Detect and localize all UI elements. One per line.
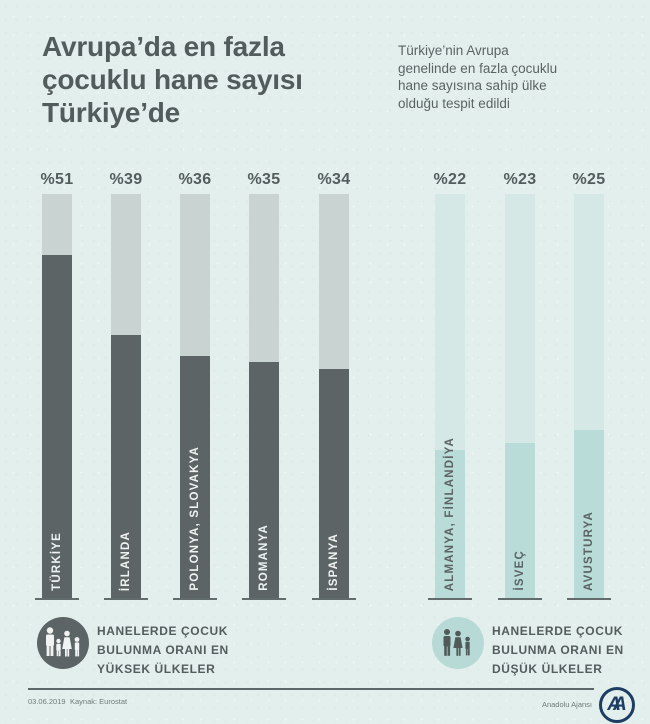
bar-baseline-line <box>428 598 472 600</box>
bar-baseline-line <box>242 598 286 600</box>
bar-highest-5: %34 İSPANYA <box>311 168 357 600</box>
publish-date: 03.06.2019 <box>28 697 66 706</box>
family-of-three-icon <box>443 629 470 656</box>
family-icon-highest <box>37 617 89 669</box>
bar-lowest-2: %23 İSVEÇ <box>497 168 543 600</box>
bar-country-label: POLONYA, SLOVAKYA <box>189 446 201 591</box>
page-subtitle: Türkiye’nin Avrupa genelinde en fazla ço… <box>398 43 558 111</box>
bar-country-label: ALMANYA, FİNLANDİYA <box>444 436 456 591</box>
bar-value-label: %36 <box>178 171 212 188</box>
bar-value-label: %23 <box>503 171 537 188</box>
bar-fill <box>111 335 141 598</box>
agency-name: Anadolu Ajansı <box>541 700 592 709</box>
data-source: Kaynak: Eurostat <box>70 697 128 706</box>
bar-value-label: %25 <box>572 171 606 188</box>
bar-highest-2: %39 İRLANDA <box>103 168 149 600</box>
bar-track: İSVEÇ <box>505 194 535 598</box>
legend-lowest-label: HANELERDE ÇOCUK BULUNMA ORANI EN DÜŞÜK Ü… <box>492 624 624 676</box>
bar-value-label: %51 <box>40 171 74 188</box>
bar-fill <box>249 362 279 598</box>
bar-track: İSPANYA <box>319 194 349 598</box>
bar-baseline-line <box>104 598 148 600</box>
bar-country-label: ROMANYA <box>258 524 270 591</box>
bar-baseline-line <box>498 598 542 600</box>
bar-track: ALMANYA, FİNLANDİYA <box>435 194 465 598</box>
bar-country-label: İSPANYA <box>328 533 340 591</box>
logo-letter: A <box>613 694 627 715</box>
bar-value-label: %22 <box>433 171 467 188</box>
bar-baseline-line <box>35 598 79 600</box>
bar-lowest-3: %25 AVUSTURYA <box>566 168 612 600</box>
bar-country-label: İRLANDA <box>120 530 132 591</box>
bar-track: ROMANYA <box>249 194 279 598</box>
bar-fill <box>505 443 535 598</box>
bar-track: AVUSTURYA <box>574 194 604 598</box>
bar-value-label: %35 <box>247 171 281 188</box>
bar-fill <box>574 430 604 598</box>
family-of-four-icon <box>46 627 80 657</box>
logo-letter: A <box>607 694 621 715</box>
footer-divider <box>28 688 594 690</box>
bar-country-label: İSVEÇ <box>514 550 526 591</box>
bar-country-label: TÜRKİYE <box>51 532 63 591</box>
family-icon-lowest <box>432 617 484 669</box>
bar-value-label: %39 <box>109 171 143 188</box>
bar-country-label: AVUSTURYA <box>583 510 595 591</box>
bar-baseline-line <box>567 598 611 600</box>
legend-highest-label: HANELERDE ÇOCUK BULUNMA ORANI EN YÜKSEK … <box>97 624 229 676</box>
bar-fill <box>435 450 465 598</box>
bar-track: POLONYA, SLOVAKYA <box>180 194 210 598</box>
page-title: Avrupa’da en fazla çocuklu hane sayısı T… <box>42 31 303 128</box>
bar-highest-3: %36 POLONYA, SLOVAKYA <box>172 168 218 600</box>
bar-baseline-line <box>173 598 217 600</box>
bar-lowest-1: %22 ALMANYA, FİNLANDİYA <box>427 168 473 600</box>
bar-highest-4: %35 ROMANYA <box>241 168 287 600</box>
bar-fill <box>180 356 210 598</box>
bar-highest-1: %51 TÜRKİYE <box>34 168 80 600</box>
bar-track: TÜRKİYE <box>42 194 72 598</box>
bar-value-label: %34 <box>317 171 351 188</box>
bar-track: İRLANDA <box>111 194 141 598</box>
bar-baseline-line <box>312 598 356 600</box>
bar-fill <box>42 255 72 598</box>
bar-fill <box>319 369 349 598</box>
